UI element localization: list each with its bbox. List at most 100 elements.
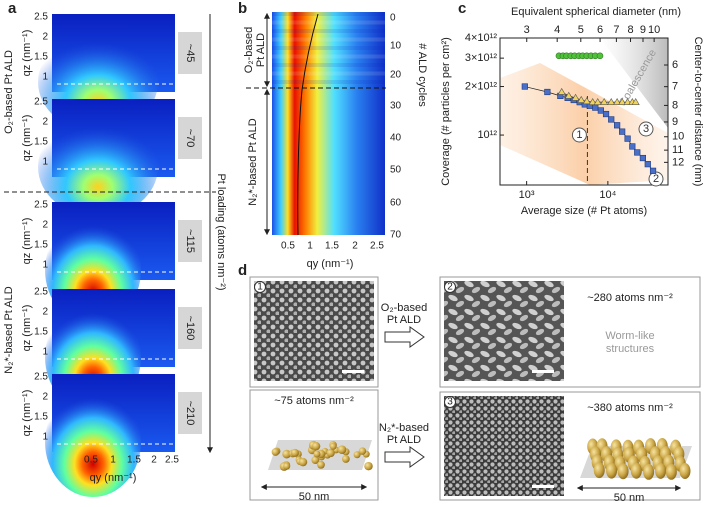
heatmap-stripe [272, 12, 385, 16]
panel-label: d [238, 262, 247, 279]
scale-bar [342, 370, 364, 373]
y-tick-label: 2×10¹² [465, 80, 497, 92]
y2-tick-label: 11 [672, 144, 683, 156]
particle [353, 451, 361, 459]
x2-tick-label: 8 [627, 24, 633, 36]
y-tick-label: 2 [42, 392, 48, 403]
coalescence-region [600, 38, 668, 128]
y-axis-label: qz (nm⁻¹) [21, 218, 33, 265]
point [597, 107, 604, 114]
y-tick-label: 70 [390, 230, 402, 241]
point [631, 98, 640, 105]
y-tick-label: 2 [42, 32, 48, 43]
particle [593, 462, 605, 479]
y-axis-label: qz (nm⁻¹) [21, 305, 33, 352]
particle [326, 448, 335, 458]
y-tick-label: 1 [42, 432, 48, 443]
x-tick-label: 10⁴ [599, 189, 616, 201]
point [588, 98, 597, 105]
scale-bar [532, 370, 554, 373]
particle [312, 441, 321, 451]
particles [271, 440, 373, 471]
group-label: N₂*-based Pt ALD [247, 118, 259, 205]
process-arrow [384, 326, 425, 348]
group-label: Pt ALD [255, 33, 267, 67]
y2-tick-label: 7 [672, 81, 678, 93]
loading-box [178, 117, 202, 159]
process-label: N₂*-based [379, 422, 429, 434]
loading-box [178, 307, 202, 349]
loading-label: ~210 [184, 401, 196, 426]
frame [439, 276, 701, 388]
y-tick-label: 2 [42, 307, 48, 318]
point [613, 98, 622, 105]
x2-tick-label: 5 [578, 24, 584, 36]
step-circle [254, 281, 266, 293]
x-tick-label: 2.5 [165, 455, 179, 466]
frame [249, 276, 379, 388]
particle [665, 463, 677, 480]
point [639, 154, 647, 162]
point [571, 93, 580, 101]
x-tick-label: 0.5 [84, 455, 98, 466]
particle [290, 448, 299, 457]
y-tick-label: 30 [390, 101, 402, 112]
y-tick-label: 1 [42, 260, 48, 271]
sem-image [254, 281, 374, 381]
y-tick-label: 2.5 [34, 200, 48, 211]
particle [617, 463, 629, 480]
point [618, 98, 627, 105]
particle [643, 463, 655, 480]
annotation: 3 [643, 123, 649, 135]
y-tick-label: 1 [42, 157, 48, 168]
point [596, 52, 604, 60]
x-tick-label: 2.5 [370, 241, 384, 252]
x-tick-label: 1 [110, 455, 116, 466]
heatmap-stripe [272, 20, 385, 25]
y-tick-label: 3×10¹² [465, 52, 497, 64]
heatmap-stripe [272, 37, 385, 42]
point [629, 143, 636, 150]
loading-label: ~160 [184, 316, 196, 341]
particle [329, 442, 337, 450]
x-tick-label: 10³ [519, 189, 535, 201]
point [593, 98, 602, 105]
loading-box [178, 32, 202, 74]
y2-tick-label: 12 [672, 156, 684, 168]
point [634, 149, 641, 156]
loading-label: ~380 atoms nm⁻² [587, 402, 673, 414]
point [564, 91, 573, 99]
annotation-circle [571, 127, 587, 143]
y-tick-label: 10 [390, 41, 402, 52]
particle [364, 461, 373, 471]
y-tick-label: 2.5 [34, 97, 48, 108]
scale-bar [532, 485, 554, 488]
particle [606, 462, 618, 479]
y-tick-label: 4×10¹² [465, 32, 497, 44]
heatmap-spot [45, 387, 141, 497]
step-label: 3 [447, 397, 453, 408]
y-tick-label: 20 [390, 70, 402, 81]
frame [249, 389, 379, 501]
loading-axis-label: Pt loading (atoms nm⁻²) [215, 173, 227, 290]
point [624, 135, 631, 142]
y-tick-label: 1 [42, 72, 48, 83]
note: structures [606, 343, 655, 355]
x-axis-label: qy (nm⁻¹) [307, 258, 354, 270]
heatmap-stripe [272, 80, 385, 84]
y-tick-label: 0 [390, 13, 396, 24]
point [644, 161, 651, 168]
x-tick-label: 1.5 [325, 241, 339, 252]
x-tick-label: 2 [151, 455, 157, 466]
step-circle [444, 396, 456, 408]
particle [298, 457, 308, 467]
y-tick-label: 2 [42, 117, 48, 128]
step-circle [444, 281, 456, 293]
frame [439, 391, 701, 501]
annotation: 2 [653, 173, 659, 185]
y2-tick-label: 6 [672, 59, 678, 71]
y2-tick-label: 10 [672, 131, 684, 143]
y-axis-label: # ALD cycles [416, 43, 428, 107]
y-tick-label: 1.5 [34, 137, 48, 148]
